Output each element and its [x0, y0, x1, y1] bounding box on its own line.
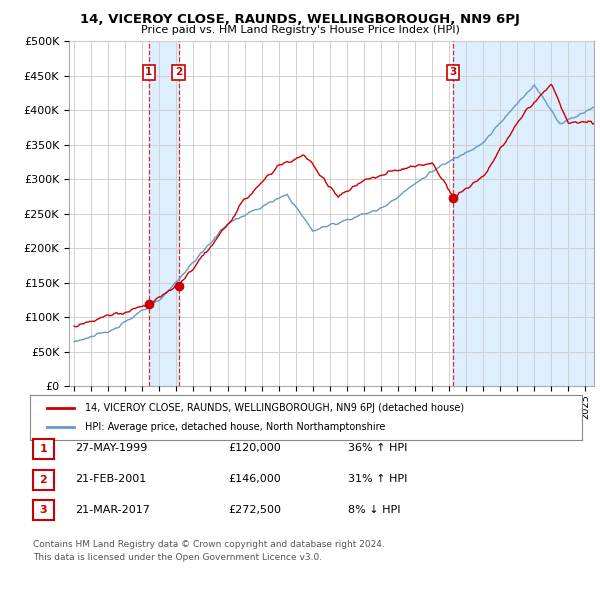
Text: 2: 2 — [175, 67, 182, 77]
Text: £120,000: £120,000 — [228, 444, 281, 453]
Text: 31% ↑ HPI: 31% ↑ HPI — [348, 474, 407, 484]
Text: 14, VICEROY CLOSE, RAUNDS, WELLINGBOROUGH, NN9 6PJ (detached house): 14, VICEROY CLOSE, RAUNDS, WELLINGBOROUG… — [85, 403, 464, 412]
Text: 27-MAY-1999: 27-MAY-1999 — [75, 444, 148, 453]
Text: £146,000: £146,000 — [228, 474, 281, 484]
Text: 3: 3 — [40, 506, 47, 515]
Text: 3: 3 — [449, 67, 457, 77]
Text: 36% ↑ HPI: 36% ↑ HPI — [348, 444, 407, 453]
Bar — [453, 41, 594, 386]
Text: Contains HM Land Registry data © Crown copyright and database right 2024.: Contains HM Land Registry data © Crown c… — [33, 540, 385, 549]
Bar — [149, 41, 179, 386]
Text: 21-FEB-2001: 21-FEB-2001 — [75, 474, 146, 484]
Text: 14, VICEROY CLOSE, RAUNDS, WELLINGBOROUGH, NN9 6PJ: 14, VICEROY CLOSE, RAUNDS, WELLINGBOROUG… — [80, 13, 520, 26]
Text: This data is licensed under the Open Government Licence v3.0.: This data is licensed under the Open Gov… — [33, 553, 322, 562]
Text: 21-MAR-2017: 21-MAR-2017 — [75, 505, 150, 514]
Text: 2: 2 — [40, 475, 47, 484]
Text: 1: 1 — [40, 444, 47, 454]
Text: Price paid vs. HM Land Registry's House Price Index (HPI): Price paid vs. HM Land Registry's House … — [140, 25, 460, 35]
Text: 1: 1 — [145, 67, 152, 77]
Text: HPI: Average price, detached house, North Northamptonshire: HPI: Average price, detached house, Nort… — [85, 422, 386, 432]
Text: £272,500: £272,500 — [228, 505, 281, 514]
Text: 8% ↓ HPI: 8% ↓ HPI — [348, 505, 401, 514]
